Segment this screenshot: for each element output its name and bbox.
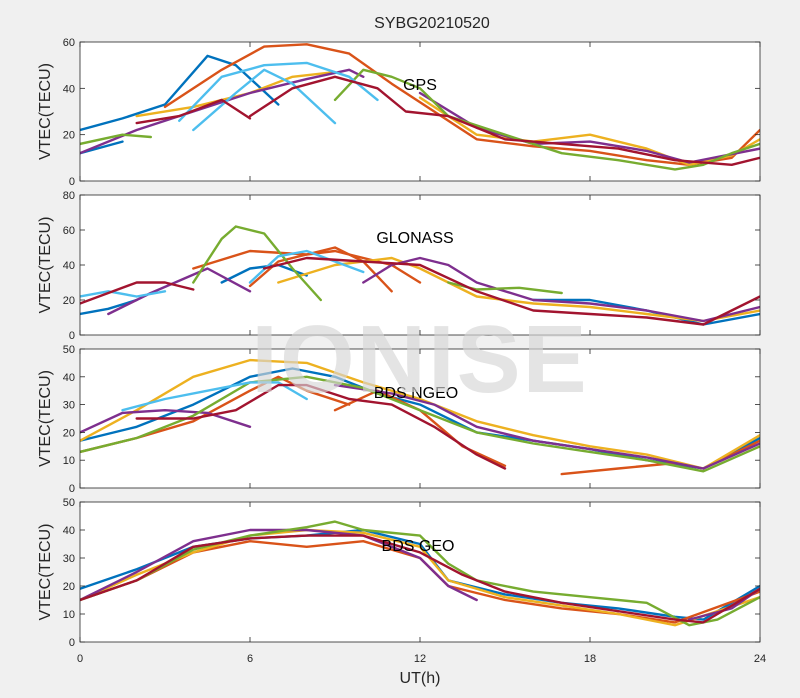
series-line: [80, 133, 152, 146]
series-line: [80, 358, 760, 470]
plot-area: [80, 42, 760, 181]
series-group: [80, 43, 760, 171]
y-tick-label: 0: [69, 176, 75, 188]
series-line: [362, 256, 760, 323]
y-tick-label: 10: [63, 609, 75, 621]
panel-bds-geo: 0 10 20 30 40 50 0 6 12 18 24 VTEC(TECU) BDS GEO: [37, 497, 766, 665]
series-line: [178, 61, 379, 122]
y-tick-label: 40: [63, 372, 75, 384]
panel-label: BDS GEO: [382, 538, 455, 555]
chart-title: SYBG20210520: [374, 15, 490, 32]
x-tick-label: 24: [754, 653, 766, 665]
y-tick-label: 40: [63, 83, 75, 95]
series-line: [192, 249, 422, 284]
x-axis-label: UT(h): [400, 670, 441, 687]
x-tick-label: 18: [584, 653, 596, 665]
y-tick-label: 40: [63, 260, 75, 272]
y-axis-label: VTEC(TECU): [37, 524, 54, 621]
series-line: [80, 298, 138, 316]
y-tick-label: 30: [63, 553, 75, 565]
y-tick-label: 60: [63, 225, 75, 237]
panel-label: GLONASS: [376, 230, 453, 247]
series-line: [135, 98, 252, 125]
series-line: [80, 290, 167, 298]
series-line: [80, 281, 195, 305]
y-tick-label: 30: [63, 400, 75, 412]
series-line: [333, 383, 760, 470]
y-tick-label: 50: [63, 497, 75, 509]
panel-gps: 0 20 40 60 VTEC(TECU) GPS: [37, 37, 761, 188]
series-line: [277, 256, 760, 323]
y-tick-label: 20: [63, 581, 75, 593]
y-axis-label: VTEC(TECU): [37, 217, 54, 314]
series-line: [163, 43, 760, 166]
y-tick-label: 20: [63, 295, 75, 307]
series-line: [248, 249, 365, 284]
y-axis-label: VTEC(TECU): [37, 370, 54, 467]
panel-bds-ngeo: 0 10 20 30 40 50 VTEC(TECU) BDS NGEO: [37, 344, 761, 495]
y-tick-label: 0: [69, 637, 75, 649]
series-group: [80, 520, 760, 627]
y-tick-label: 50: [63, 344, 75, 356]
series-line: [80, 68, 365, 155]
series-line: [135, 383, 507, 470]
y-tick-label: 20: [63, 427, 75, 439]
y-tick-label: 10: [63, 455, 75, 467]
panel-label: GPS: [403, 77, 437, 94]
series-line: [80, 528, 760, 627]
series-line: [192, 68, 337, 132]
y-tick-label: 0: [69, 483, 75, 495]
y-tick-label: 0: [69, 330, 75, 342]
series-line: [192, 225, 322, 302]
series-line: [80, 528, 478, 602]
series-line: [80, 534, 760, 624]
x-tick-label: 0: [77, 653, 83, 665]
x-tick-label: 12: [414, 653, 426, 665]
y-axis-label: VTEC(TECU): [37, 63, 54, 160]
x-tick-label: 6: [247, 653, 253, 665]
series-group: [80, 225, 760, 326]
series-line: [107, 267, 252, 316]
panel-glonass: 0 20 40 60 80 VTEC(TECU) GLONASS: [37, 190, 761, 342]
watermark: IONISE: [251, 306, 588, 413]
series-line: [263, 256, 760, 326]
series-line: [248, 75, 760, 166]
y-tick-label: 60: [63, 37, 75, 49]
panel-label: BDS NGEO: [374, 385, 458, 402]
series-group: [80, 358, 760, 476]
y-tick-label: 20: [63, 130, 75, 142]
series-line: [80, 375, 760, 473]
y-tick-label: 40: [63, 525, 75, 537]
series-line: [80, 409, 252, 434]
y-tick-label: 80: [63, 190, 75, 202]
